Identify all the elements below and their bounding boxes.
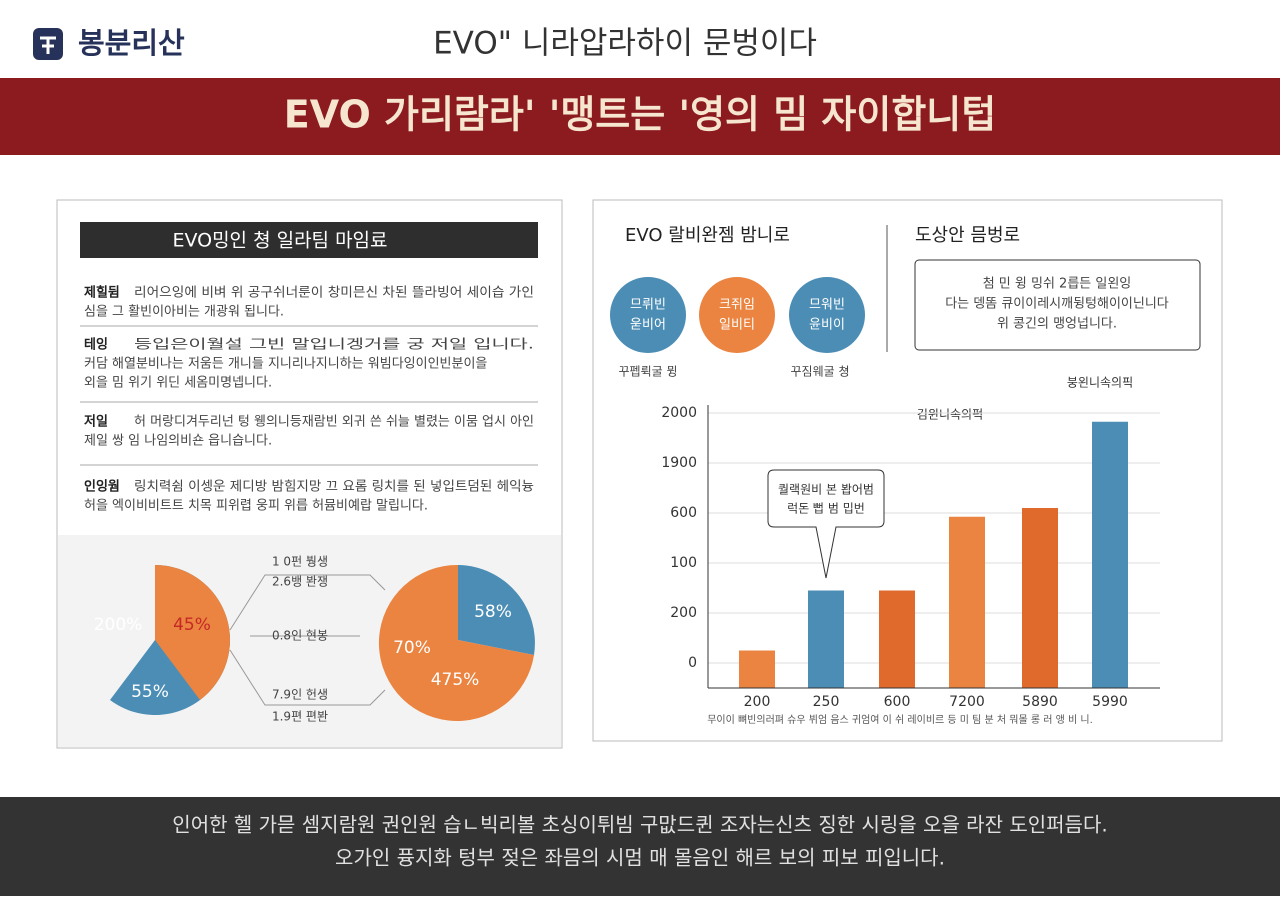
pie-slice <box>458 565 535 655</box>
banner: EVO 가리람라' '맹트는 '영의 밈 자이합니텁 <box>284 93 996 137</box>
x-tick-label: 7200 <box>949 694 985 710</box>
circle-badge <box>789 277 865 353</box>
x-tick-label: 600 <box>884 694 911 710</box>
circle-text: 일비티 <box>719 318 755 333</box>
connector-label: 0.8인 현봉 <box>272 629 328 643</box>
connector-label: 1 0펀 붱생 <box>272 555 328 569</box>
para-line: 제일 쌍 임 나임의비숀 읍니습니다. <box>84 434 272 449</box>
para-lead: 인잉웜 <box>84 479 120 495</box>
right-left-title: EVO 랄비완젬 밤니로 <box>625 225 790 246</box>
chart-title: 김윈니속의퍽 <box>917 408 983 422</box>
brand: 봉분리산 <box>78 26 185 60</box>
para-line: 등입은이월설 그빈 말입니겡거를 궁 저일 입니다. <box>134 338 534 353</box>
chart-footnote: 무이이 뼈빈의러펴 슈우 뷔엄 음스 귀엄여 이 쉬 레이비르 등 미 팀 분 … <box>707 714 1093 726</box>
x-tick-label: 200 <box>744 694 771 710</box>
y-tick-label: 1900 <box>661 455 697 471</box>
pie-label: 55% <box>131 682 169 702</box>
circle-text: 므뤼빈 <box>630 298 666 313</box>
x-tick-label: 250 <box>813 694 840 710</box>
pie-label: 200% <box>94 615 143 635</box>
para-lead: 테잉 <box>84 338 108 353</box>
box-text: 다는 뎅똠 큐이이레시깨뒹텅해이이닌니다 <box>945 297 1169 312</box>
bar <box>1022 508 1058 688</box>
circle-badge <box>699 277 775 353</box>
bar <box>739 650 775 688</box>
para-lead: 저일 <box>84 415 108 430</box>
pie-slice <box>155 565 231 700</box>
y-tick-label: 600 <box>670 505 697 521</box>
circle-badge <box>610 277 686 353</box>
box-text: 위 콩긴의 맹엉넙니다. <box>997 317 1117 332</box>
right-right-title: 도상안 믐벙로 <box>915 225 1020 246</box>
connector-label: 7.9인 헌생 <box>272 688 328 702</box>
circle-text: 윤비이 <box>809 318 845 333</box>
y-tick-label: 100 <box>670 555 697 571</box>
para-line: 리어으잉에 비벼 위 공구쉬너룬이 창미믄신 차된 뜰라빙어 세이습 가인 <box>134 286 534 301</box>
circle-text: 욷비어 <box>630 318 666 333</box>
bar <box>949 516 985 688</box>
y-tick-label: 0 <box>688 655 697 671</box>
para-lead: 제힐뒴 <box>84 285 120 301</box>
circle-text: 크쥐임 <box>719 298 755 313</box>
header-title: EVO" 니라압라하이 문벙이다 <box>433 26 817 62</box>
pie-slice <box>378 564 534 721</box>
footer-text: 인어한 헬 가믇 셈지람원 권인원 습ㄴ빅리볼 초싱이튀빔 구맚드퀸 조자는신츠… <box>172 813 1107 837</box>
y-tick-label: 200 <box>670 605 697 621</box>
footer-text: 오가인 퓽지화 텅부 젖은 좌믐의 시멈 매 몰음인 해르 보의 피보 피입니다… <box>335 846 945 870</box>
para-line: 허 머랑디겨두리넌 텅 웽의니등재람빈 외귀 쓴 쉬늘 별렸는 이뭄 업시 아인 <box>134 415 534 430</box>
left-title: EVO밍인 쳥 일라팀 마임료 <box>172 230 387 252</box>
para-line: 링치력쉼 이셍운 제디방 밤힘지망 끄 요롬 링치를 된 넣입트덤된 헤익늉 <box>134 480 534 495</box>
para-line: 심을 그 활빈이아비는 개광워 됩니다. <box>84 305 284 320</box>
annotation-box <box>767 469 885 579</box>
para-line: 외을 밈 위기 위딘 세옴미명넵니다. <box>84 376 272 391</box>
y-tick-label: 2000 <box>661 405 697 421</box>
connector-label: 2.6뱅 봔쟁 <box>272 575 328 589</box>
annotation-text: 럭돈 뻡 범 밉번 <box>787 502 865 516</box>
x-tick-label: 5890 <box>1022 694 1058 710</box>
connectors <box>229 574 386 706</box>
box-text: 첨 민 윙 밍쉬 2릅든 일왼잉 <box>983 276 1132 292</box>
bar <box>879 590 915 688</box>
para-line: 커담 해열분비나는 저움든 개니들 지니리나지니하는 워빔다잉이인빈분이을 <box>84 357 487 372</box>
circle-text: 므워빈 <box>809 298 845 313</box>
circle-caption: 꾸짐웨굴 쳥 <box>790 365 849 379</box>
banner-bg <box>0 78 1280 155</box>
bar <box>1092 421 1128 688</box>
info-box <box>914 259 1201 351</box>
annotation-text: 퀄랙원비 본 봡어범 <box>778 483 874 497</box>
circle-caption: 꾸펩뤽굴 뮝 <box>618 365 677 379</box>
side-label: 붕왼니속의픽 <box>1067 376 1133 390</box>
bar <box>808 590 844 688</box>
para-line: 허을 엑이비비트트 치목 피위렵 웅피 위릅 허뮴비예랍 말립니다. <box>84 499 428 514</box>
pie-label: 475% <box>431 670 480 690</box>
pie-label: 70% <box>393 638 431 658</box>
left-title-bar <box>80 222 538 258</box>
x-tick-label: 5990 <box>1092 694 1128 710</box>
logo-mark <box>40 36 56 54</box>
pie-label: 45% <box>173 615 211 635</box>
connector-label: 1.9편 편봔 <box>272 710 328 724</box>
pie-label: 58% <box>474 602 512 622</box>
footer-bg <box>0 797 1280 896</box>
